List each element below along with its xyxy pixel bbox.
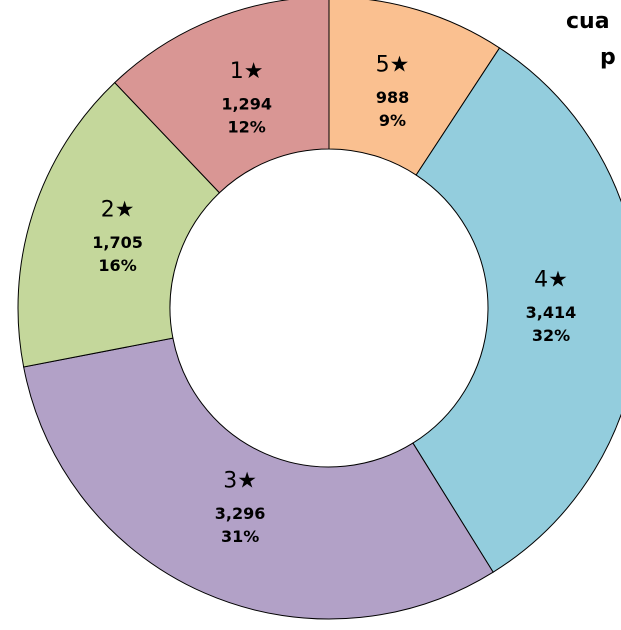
value-label: 3,414: [526, 303, 577, 322]
value-label: 988: [376, 88, 409, 107]
category-label: 5★: [376, 52, 410, 77]
value-label: 3,296: [215, 504, 266, 523]
donut-slice: [23, 337, 494, 620]
chart-title: p: [600, 45, 616, 70]
donut-slice: [412, 47, 621, 573]
value-label: 1,294: [221, 94, 272, 113]
category-label: 3★: [223, 468, 257, 493]
percent-label: 12%: [228, 117, 266, 136]
percent-label: 31%: [221, 527, 259, 546]
percent-label: 16%: [98, 256, 136, 275]
value-label: 1,705: [92, 233, 143, 252]
percent-label: 9%: [379, 111, 406, 130]
category-label: 2★: [101, 197, 135, 222]
donut-slice: [17, 81, 221, 368]
chart-title: cua: [566, 9, 610, 34]
category-label: 1★: [230, 59, 264, 84]
category-label: 4★: [534, 268, 568, 293]
donut-slice: [114, 0, 330, 194]
percent-label: 32%: [532, 326, 570, 345]
